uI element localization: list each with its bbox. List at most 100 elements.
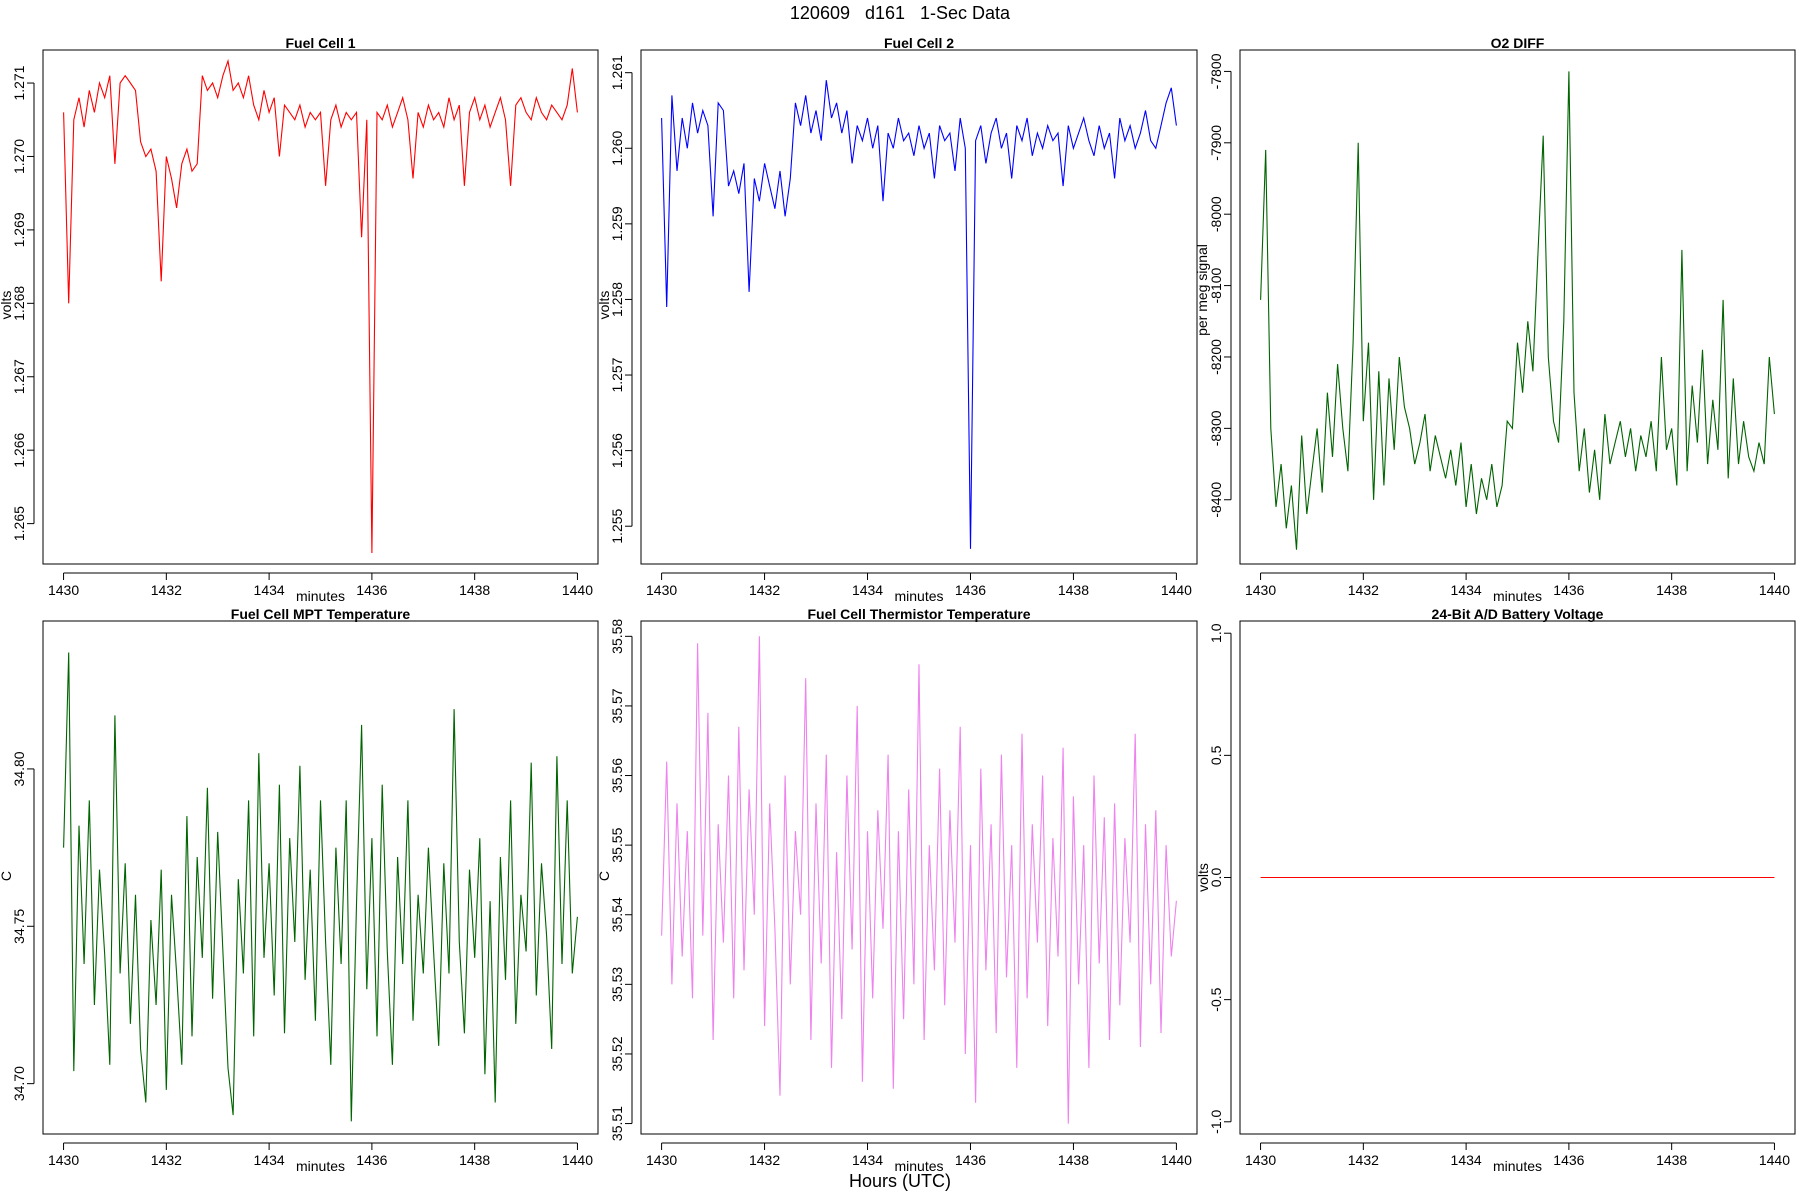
x-tick-label: 1430	[1245, 582, 1276, 598]
y-axis-label: per meg signal	[1194, 244, 1210, 336]
y-tick-label: 1.259	[609, 206, 625, 241]
panel-fuel-cell-1: Fuel Cell 1 1430 1432 1434 1436 1438 1440 minut…	[0, 35, 599, 604]
y-tick-label: 35.56	[609, 758, 625, 793]
panel-title: Fuel Cell MPT Temperature	[231, 606, 411, 622]
x-tick-label: 1434	[852, 582, 883, 598]
x-tick-label: 1432	[1348, 582, 1379, 598]
panel-o2-diff: O2 DIFF 1430 1432 1434 1436 1438 1440 minutes -8…	[1194, 35, 1796, 604]
y-tick-label: 0.5	[1208, 745, 1224, 765]
x-tick-label: 1430	[646, 582, 677, 598]
figure-title: 120609 d161 1-Sec Data	[789, 3, 1011, 23]
y-tick-label: 34.75	[11, 909, 27, 944]
y-tick-label: -0.5	[1208, 987, 1224, 1011]
x-tick-label: 1434	[1451, 582, 1482, 598]
x-tick-label: 1434	[254, 582, 285, 598]
y-tick-label: -7900	[1208, 125, 1224, 161]
x-tick-label: 1436	[356, 582, 387, 598]
y-tick-label: 1.270	[11, 139, 27, 174]
y-tick-label: 34.80	[11, 751, 27, 786]
panel-title: Fuel Cell Thermistor Temperature	[807, 606, 1030, 622]
y-tick-label: 35.57	[609, 688, 625, 723]
x-tick-label: 1440	[1161, 1152, 1192, 1168]
x-tick-label: 1430	[48, 1152, 79, 1168]
x-tick-label: 1432	[749, 582, 780, 598]
y-axis-label: volts	[0, 291, 14, 320]
plot-frame	[42, 49, 599, 565]
y-tick-label: 1.255	[609, 508, 625, 543]
x-tick-label: 1438	[459, 582, 490, 598]
x-tick-label: 1430	[646, 1152, 677, 1168]
plot-frame	[1239, 49, 1796, 565]
x-tick-label: 1432	[151, 1152, 182, 1168]
x-tick-label: 1434	[254, 1152, 285, 1168]
y-tick-label: 1.267	[11, 359, 27, 394]
y-tick-label: 1.256	[609, 433, 625, 468]
y-tick-label: 1.258	[609, 282, 625, 317]
x-tick-label: 1440	[562, 1152, 593, 1168]
y-tick-label: 1.268	[11, 286, 27, 321]
y-tick-label: 1.261	[609, 55, 625, 90]
y-tick-label: 0.0	[1208, 868, 1224, 888]
panel-title: O2 DIFF	[1491, 35, 1545, 51]
plot-frame	[640, 49, 1198, 565]
series-line	[63, 58, 578, 554]
x-axis-label: minutes	[894, 1158, 943, 1174]
panel-title: Fuel Cell 1	[285, 35, 355, 51]
x-tick-label: 1438	[1058, 1152, 1089, 1168]
x-tick-label: 1440	[1759, 1152, 1790, 1168]
x-tick-label: 1434	[1451, 1152, 1482, 1168]
y-tick-label: 1.0	[1208, 623, 1224, 643]
x-tick-label: 1434	[852, 1152, 883, 1168]
series-line	[1260, 71, 1775, 550]
y-tick-label: 1.266	[11, 432, 27, 467]
y-axis-label: volts	[1195, 863, 1211, 892]
plot-frame	[42, 620, 599, 1135]
panel-title: 24-Bit A/D Battery Voltage	[1432, 606, 1604, 622]
panel-thermistor-temperature: Fuel Cell Thermistor Temperature 1430 1432…	[596, 606, 1198, 1174]
plot-frame	[640, 620, 1198, 1135]
x-tick-label: 1430	[1245, 1152, 1276, 1168]
x-tick-label: 1438	[1058, 582, 1089, 598]
x-tick-label: 1440	[562, 582, 593, 598]
series-line	[63, 652, 578, 1122]
x-tick-label: 1440	[1161, 582, 1192, 598]
y-tick-label: 1.265	[11, 506, 27, 541]
x-tick-label: 1438	[1656, 582, 1687, 598]
plot-frame	[1239, 620, 1796, 1135]
y-tick-label: 35.52	[609, 1036, 625, 1071]
x-axis-label: minutes	[1493, 1158, 1542, 1174]
y-tick-label: 1.271	[11, 65, 27, 100]
y-axis-label: volts	[596, 291, 612, 320]
x-tick-label: 1436	[955, 1152, 986, 1168]
y-tick-label: -8300	[1208, 410, 1224, 446]
x-tick-label: 1436	[356, 1152, 387, 1168]
y-tick-label: 35.53	[609, 967, 625, 1002]
y-tick-label: 35.54	[609, 897, 625, 932]
x-tick-label: 1436	[1553, 582, 1584, 598]
y-tick-label: -7800	[1208, 53, 1224, 89]
y-tick-label: -8100	[1208, 267, 1224, 303]
y-tick-label: 35.55	[609, 827, 625, 862]
y-tick-label: 34.70	[11, 1066, 27, 1101]
y-tick-label: 35.51	[609, 1106, 625, 1141]
y-tick-label: 1.257	[609, 357, 625, 392]
panel-battery-voltage: 24-Bit A/D Battery Voltage 1430 1432 1434 14…	[1195, 606, 1796, 1174]
y-axis-label: C	[0, 871, 14, 881]
x-axis-label: minutes	[296, 1158, 345, 1174]
y-tick-label: -8000	[1208, 196, 1224, 232]
y-tick-label: -8200	[1208, 339, 1224, 375]
x-tick-label: 1430	[48, 582, 79, 598]
panel-title: Fuel Cell 2	[884, 35, 954, 51]
x-tick-label: 1432	[749, 1152, 780, 1168]
y-axis-label: C	[596, 871, 612, 881]
y-tick-label: -1.0	[1208, 1110, 1224, 1134]
x-tick-label: 1432	[151, 582, 182, 598]
global-x-axis-label: Hours (UTC)	[849, 1171, 951, 1191]
y-tick-label: 1.269	[11, 212, 27, 247]
x-tick-label: 1436	[1553, 1152, 1584, 1168]
y-tick-label: 1.260	[609, 131, 625, 166]
x-tick-label: 1436	[955, 582, 986, 598]
x-tick-label: 1440	[1759, 582, 1790, 598]
x-axis-label: minutes	[1493, 588, 1542, 604]
